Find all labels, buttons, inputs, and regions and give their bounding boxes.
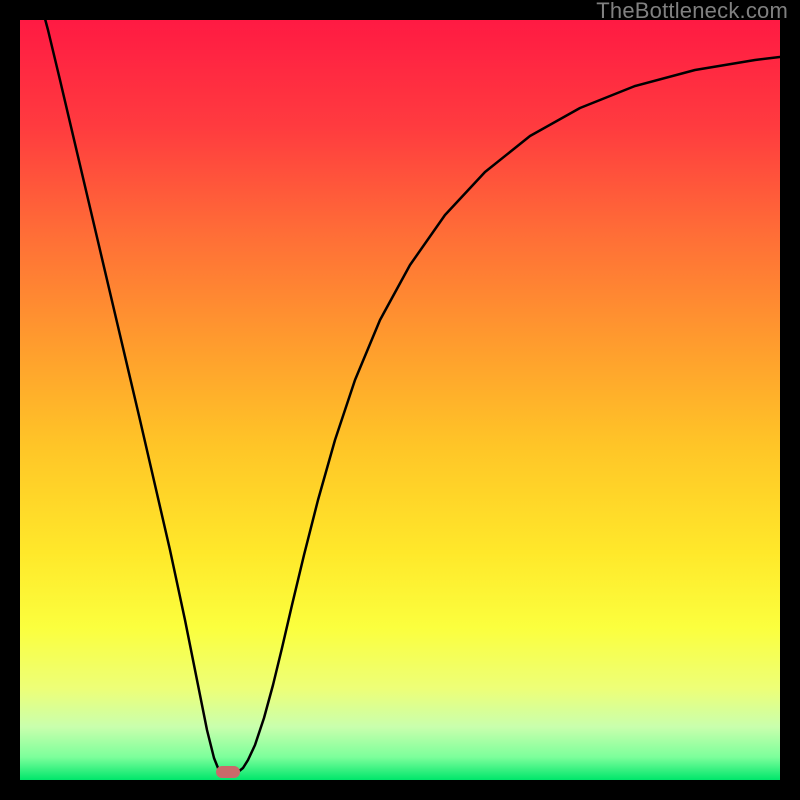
bottleneck-curve	[40, 0, 788, 773]
plot-area	[20, 20, 780, 780]
curve-layer	[20, 20, 780, 780]
optimal-point-marker	[216, 766, 240, 778]
chart-frame: TheBottleneck.com	[0, 0, 800, 800]
watermark-label: TheBottleneck.com	[596, 0, 788, 24]
